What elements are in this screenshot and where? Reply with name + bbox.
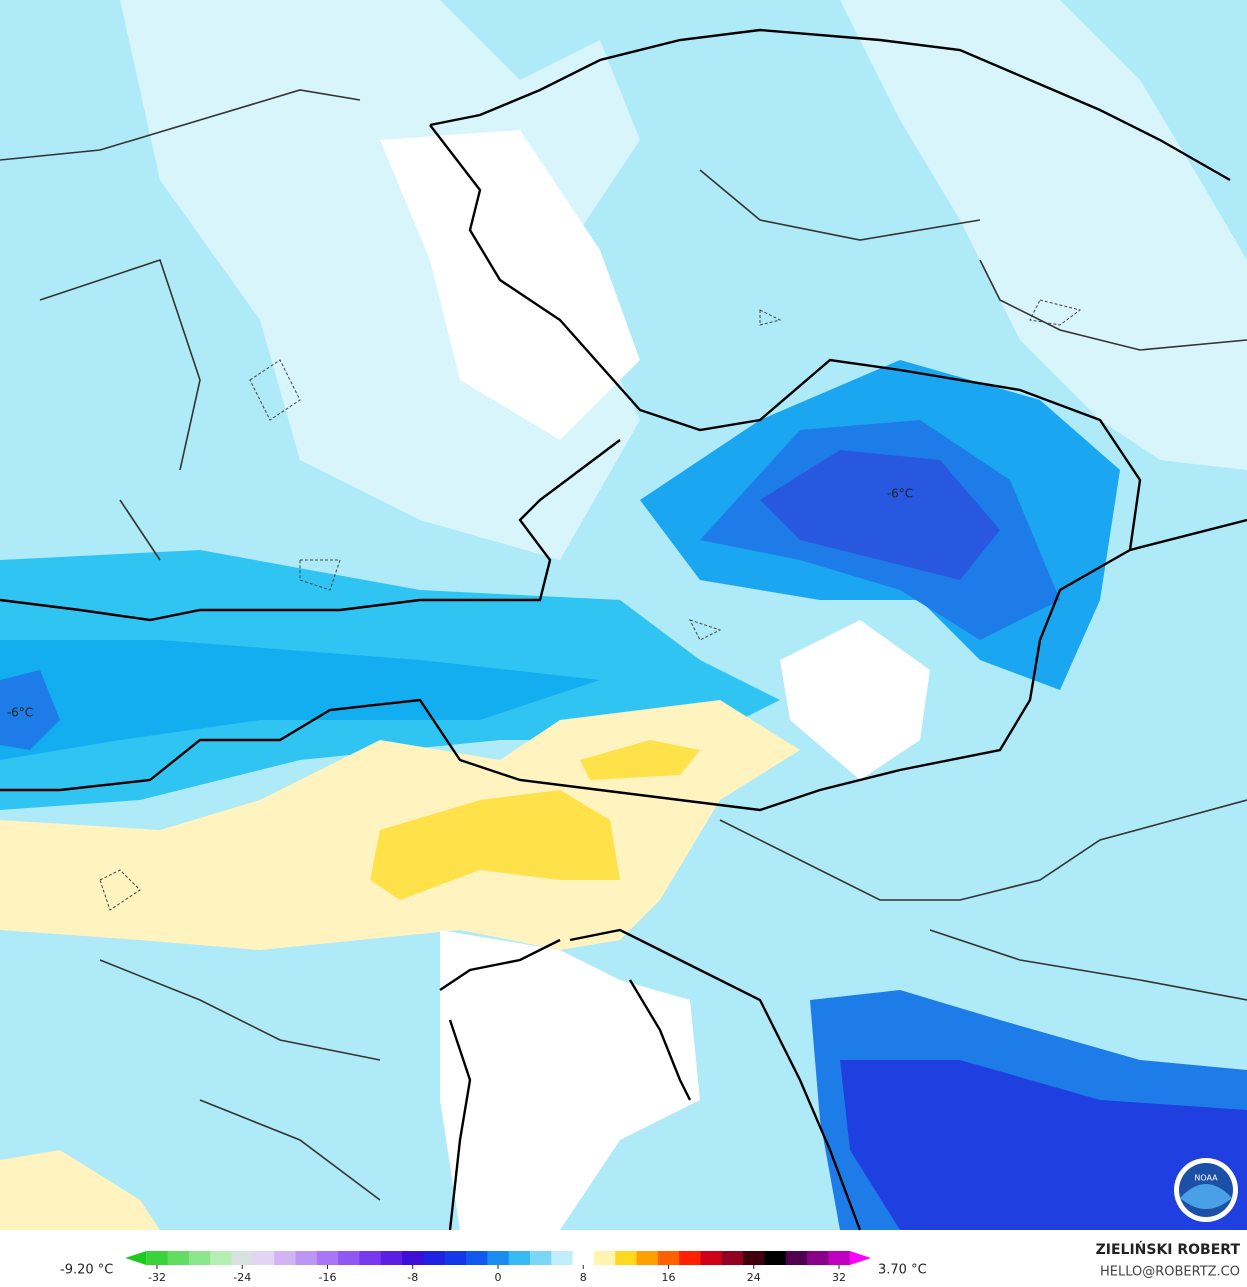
credit-name: ZIELIŃSKI ROBERT [1096,1240,1241,1258]
colorbar-swatch [146,1251,169,1265]
colorbar-swatch [572,1251,595,1265]
logo-wave [1180,1184,1232,1209]
colorbar-swatch [423,1251,446,1265]
blue-band [0,640,600,760]
colorbar-swatch [444,1251,467,1265]
yellow-region [0,1150,160,1230]
max-label: 3.70 °C [878,1263,927,1278]
colorbar-tick-label: -16 [319,1271,337,1284]
colorbar-swatch [828,1251,851,1265]
white-region [380,130,640,440]
colorbar-swatch [188,1251,211,1265]
border [429,124,1247,552]
min-label: -9.20 °C [60,1263,113,1278]
colorbar-swatch [274,1251,297,1265]
light-region [840,0,1247,470]
colorbar-swatch [593,1251,616,1265]
gold-region [370,790,620,900]
colorbar-swatch [743,1251,765,1265]
border [0,548,1131,812]
blue-core [0,670,60,750]
blue-core [760,450,1000,580]
credit-email: HELLO@ROBERTZ.CO [1100,1265,1240,1280]
colorbar-tick-label: 24 [747,1271,761,1284]
colorbar-swatch [657,1251,680,1265]
logo: NOAA [1174,1158,1238,1222]
border [0,439,621,622]
colorbar-swatch [700,1251,723,1265]
blue-core [840,1060,1247,1230]
colorbar-tick-label: 16 [662,1271,676,1284]
contour-label: -6°C [7,706,33,720]
colorbar-swatch [380,1251,403,1265]
colorbar-swatch [529,1251,552,1265]
colorbar-swatch [359,1251,382,1265]
colorbar-swatch [764,1251,787,1265]
colorbar-tick-label: 0 [495,1271,502,1284]
colorbar-swatch [210,1251,233,1265]
colorbar-end [125,1251,147,1265]
colorbar-end [849,1251,871,1265]
colorbar-swatch [636,1251,659,1265]
colorbar-swatch [338,1251,360,1265]
sea [440,930,700,1230]
colorbar-tick-label: 32 [832,1271,846,1284]
map: -6°C -6°C NOAA [0,0,1247,1231]
colorbar-tick-label: -32 [148,1271,166,1284]
admin-border [0,89,1247,1201]
colorbar-swatch [295,1251,318,1265]
colorbar-swatch [679,1251,701,1265]
colorbar-swatch [785,1251,808,1265]
colorbar-tick-label: 8 [580,1271,587,1284]
colorbar: -9.20 °C 3.70 °C -32 -24 -16 -8 0 8 16 24 32 [60,1251,927,1284]
logo-text: NOAA [1194,1174,1218,1183]
white-region [780,620,930,780]
colorbar-swatch [167,1251,190,1265]
colorbar-swatch [807,1251,829,1265]
colorbar-swatch [551,1251,574,1265]
colorbar-tick-label: -8 [407,1271,418,1284]
coastline [439,938,692,1231]
colorbar-tick-label: -24 [233,1271,251,1284]
contour-label: -6°C [887,487,913,501]
border [429,28,1231,182]
colorbar-swatch [316,1251,339,1265]
colorbar-swatch [252,1251,275,1265]
colorbar-swatch [615,1251,638,1265]
colorbar-swatch [487,1251,510,1265]
coastline [569,928,862,1231]
colorbar-swatch [508,1251,531,1265]
colorbar-swatch [231,1251,254,1265]
colorbar-swatch [466,1251,488,1265]
colorbar-swatch [402,1251,424,1265]
colorbar-swatch [721,1251,744,1265]
isotherm [99,299,1082,911]
gold-region [580,740,700,780]
